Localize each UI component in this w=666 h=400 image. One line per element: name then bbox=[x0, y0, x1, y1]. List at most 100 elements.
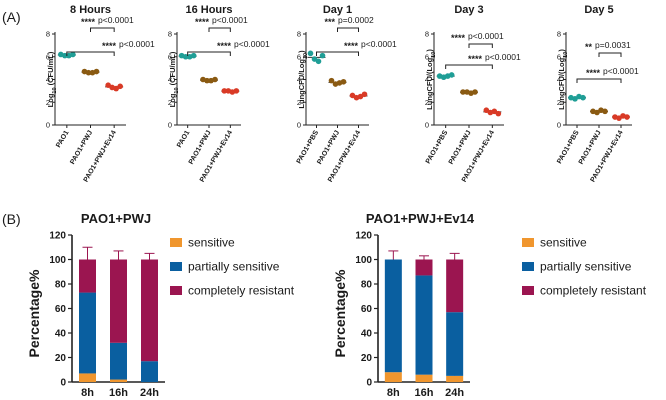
y-tick-label: 0 bbox=[366, 378, 372, 389]
y-tick-label: 0 bbox=[60, 378, 66, 389]
y-axis-label: Percentage% bbox=[332, 269, 348, 357]
y-tick-label: 2 bbox=[297, 98, 301, 107]
y-axis-label: LungCFU/(Log10) bbox=[425, 49, 437, 110]
y-axis-label-main: Log bbox=[46, 93, 55, 107]
y-tick-label: 0 bbox=[297, 121, 301, 130]
y-tick-label: 60 bbox=[55, 304, 67, 315]
data-point bbox=[340, 78, 347, 85]
significance-stars: **** bbox=[586, 68, 601, 78]
y-tick-label: 2 bbox=[425, 98, 429, 107]
significance-bracket bbox=[66, 51, 115, 56]
data-point bbox=[602, 108, 608, 115]
y-tick-label: 120 bbox=[355, 231, 372, 242]
y-tick-label: 40 bbox=[55, 329, 67, 340]
x-tick-label: 8h bbox=[387, 387, 400, 399]
x-tick-label: PAO1+PWJ bbox=[69, 129, 94, 165]
data-point bbox=[212, 76, 218, 83]
bar-segment-completely-resistant bbox=[79, 259, 96, 293]
bar-segment-sensitive bbox=[415, 374, 433, 382]
y-tick-label: 6 bbox=[425, 52, 429, 61]
y-tick-label: 60 bbox=[361, 304, 373, 315]
bar-segment-completely-resistant bbox=[415, 259, 433, 276]
plot-title: 8 Hours bbox=[70, 4, 111, 16]
p-value: p<0.0001 bbox=[98, 15, 134, 25]
significance-bracket bbox=[90, 27, 115, 32]
significance-bracket bbox=[576, 78, 622, 83]
x-tick-label: 16h bbox=[415, 387, 434, 399]
y-tick-label: 8 bbox=[557, 30, 561, 39]
data-point bbox=[361, 91, 368, 98]
legend-swatch bbox=[522, 238, 534, 247]
bar-segment-sensitive bbox=[446, 375, 464, 382]
plot-title: Day 1 bbox=[323, 4, 352, 16]
significance-stars: **** bbox=[344, 41, 359, 51]
data-point bbox=[472, 89, 478, 95]
p-value: p=0.0002 bbox=[338, 15, 374, 25]
bar-segment-partially-sensitive bbox=[110, 342, 127, 380]
bar-segment-completely-resistant bbox=[446, 259, 464, 313]
y-axis-label-tail: ) bbox=[297, 50, 306, 53]
legend-label: sensitive bbox=[188, 236, 235, 250]
p-value: p<0.0001 bbox=[234, 39, 270, 49]
y-tick-label: 8 bbox=[297, 30, 301, 39]
y-tick-label: 2 bbox=[46, 98, 50, 107]
data-point bbox=[85, 69, 92, 76]
y-axis-label: LungCFU/(Log10) bbox=[557, 49, 569, 110]
x-tick-label: PAO1+PBS bbox=[425, 129, 450, 165]
p-value: p<0.0001 bbox=[603, 66, 639, 76]
dot-plot-d1: Day 102468LungCFU/Log10)PAO1+PBSPAO1+PWJ… bbox=[296, 4, 397, 183]
y-tick-label: 100 bbox=[355, 255, 372, 266]
significance-bracket bbox=[337, 27, 359, 32]
data-point bbox=[70, 51, 76, 58]
y-tick-label: 6 bbox=[557, 52, 561, 61]
chart-title: PAO1+PWJ+Ev14 bbox=[366, 211, 475, 226]
bar-segment-sensitive bbox=[384, 372, 402, 382]
y-axis-label-tail: (CFU/mL) bbox=[168, 51, 177, 87]
bar-segment-partially-sensitive bbox=[79, 292, 96, 374]
legend-label: sensitive bbox=[540, 236, 587, 250]
x-tick-label: PAO1+PBS bbox=[556, 129, 581, 165]
bar-segment-sensitive bbox=[110, 379, 127, 382]
significance-bracket bbox=[468, 43, 493, 48]
plot-title: 16 Hours bbox=[185, 4, 232, 16]
p-value: p<0.0001 bbox=[361, 39, 397, 49]
data-point bbox=[580, 94, 586, 101]
y-axis-label: Log10 (CFU/mL) bbox=[46, 51, 58, 107]
bar-chart-ev14: PAO1+PWJ+Ev14 0 20 40 60 80 100 120 Percentage% 8… bbox=[332, 211, 647, 399]
significance-bracket bbox=[208, 27, 231, 32]
y-axis-label-main: LungCFU/(Log bbox=[425, 57, 434, 109]
bar-segment-partially-sensitive bbox=[384, 259, 402, 373]
bar-segment-completely-resistant bbox=[141, 259, 158, 362]
data-point bbox=[315, 58, 322, 65]
y-tick-label: 20 bbox=[361, 353, 373, 364]
data-point bbox=[307, 50, 314, 57]
data-point bbox=[62, 52, 68, 59]
legend-swatch bbox=[170, 286, 182, 295]
significance-stars: *** bbox=[324, 17, 335, 27]
data-point bbox=[117, 83, 123, 90]
legend-label: partially sensitive bbox=[188, 260, 280, 274]
p-value: p<0.0001 bbox=[468, 31, 504, 41]
bar-segment-completely-resistant bbox=[110, 259, 127, 343]
y-tick-label: 6 bbox=[168, 52, 172, 61]
significance-stars: **** bbox=[102, 41, 117, 51]
data-point bbox=[624, 114, 630, 120]
y-axis-label-main: LungCFU/(Log bbox=[557, 57, 566, 109]
x-tick-label: 24h bbox=[140, 387, 159, 399]
data-point bbox=[190, 52, 197, 59]
y-tick-label: 0 bbox=[168, 121, 172, 130]
y-tick-label: 4 bbox=[46, 75, 50, 84]
y-axis-label-main: Log bbox=[168, 93, 177, 107]
data-point bbox=[328, 77, 335, 84]
x-tick-label: PAO1 bbox=[55, 129, 70, 149]
significance-stars: **** bbox=[451, 33, 466, 43]
legend-label: completely resistant bbox=[540, 284, 647, 298]
p-value: p=0.0031 bbox=[595, 40, 631, 50]
significance-stars: **** bbox=[217, 41, 232, 51]
data-point bbox=[448, 72, 455, 78]
x-tick-label: PAO1+PWJ bbox=[448, 129, 473, 165]
y-axis-label-sub: 10 bbox=[52, 87, 58, 93]
y-tick-label: 4 bbox=[168, 75, 172, 84]
bar-chart-pwj: PAO1+PWJ 0 20 40 60 80 100 120 Percentage% 8h 16h 2… bbox=[26, 211, 295, 399]
